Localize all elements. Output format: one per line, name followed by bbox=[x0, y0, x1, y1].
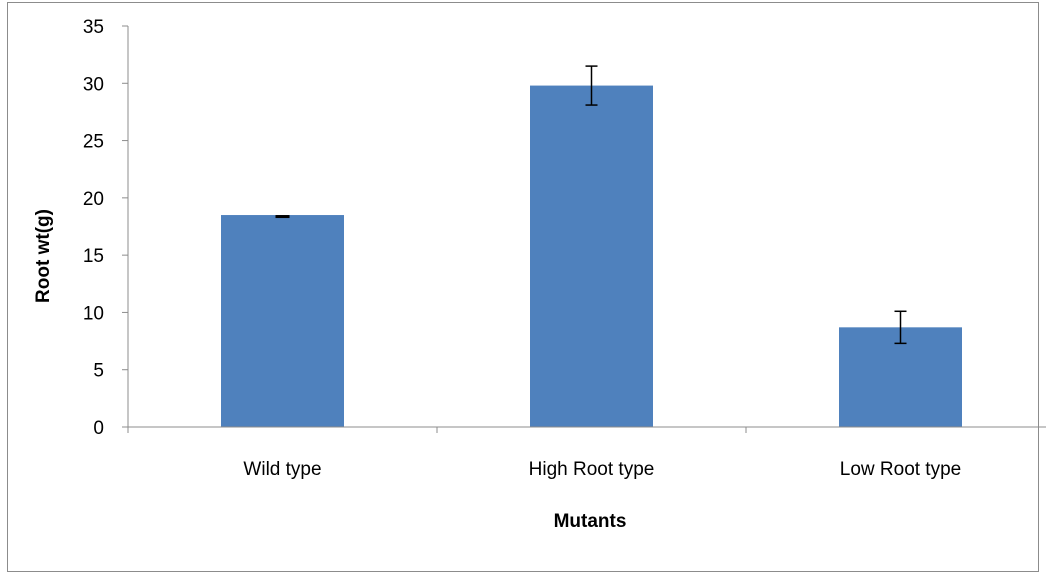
bars bbox=[221, 85, 962, 427]
x-category-label: High Root type bbox=[529, 459, 655, 480]
y-tick-label: 20 bbox=[83, 189, 104, 210]
y-tick-label: 25 bbox=[83, 132, 104, 153]
y-axis-ticks: 0 5 10 15 20 25 30 35 bbox=[83, 17, 128, 439]
y-tick-label: 15 bbox=[83, 246, 104, 267]
y-tick-label: 35 bbox=[83, 17, 104, 38]
y-tick-label: 30 bbox=[83, 74, 104, 95]
x-category-label: Wild type bbox=[243, 459, 321, 480]
chart-frame bbox=[7, 2, 1039, 572]
y-tick-label: 0 bbox=[93, 418, 104, 439]
bar-2 bbox=[530, 85, 653, 427]
y-tick-label: 5 bbox=[93, 361, 104, 382]
x-axis-title: Mutants bbox=[554, 511, 627, 532]
x-axis-ticks: Wild type High Root type Low Root type bbox=[127, 427, 961, 480]
error-bars bbox=[275, 65, 907, 345]
y-axis-title: Root wt(g) bbox=[33, 209, 54, 303]
y-tick-label: 10 bbox=[83, 303, 104, 324]
bar-1 bbox=[221, 215, 344, 427]
x-category-label: Low Root type bbox=[840, 459, 961, 480]
error-bar bbox=[275, 215, 290, 219]
